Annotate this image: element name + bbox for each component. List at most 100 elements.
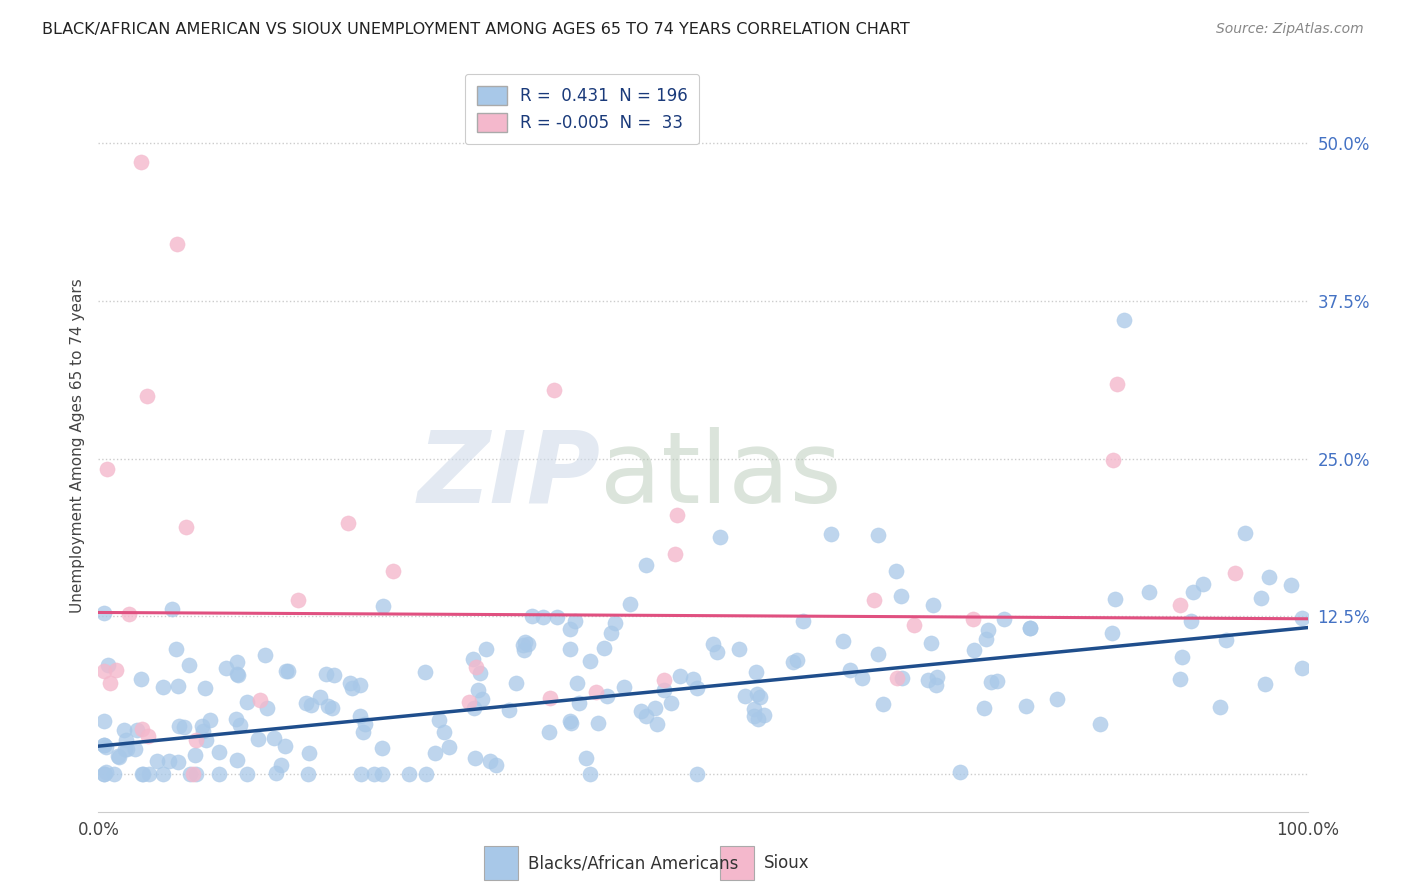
Point [747, 712, 769, 726]
Point [226, 752, 249, 766]
Point [287, 592, 309, 607]
Point [398, 767, 420, 781]
Point [513, 643, 536, 657]
Point [103, 767, 125, 781]
Point [131, 722, 153, 736]
Point [115, 742, 138, 756]
Point [949, 765, 972, 780]
Point [1107, 376, 1129, 391]
Point [131, 767, 153, 781]
Point [962, 612, 984, 626]
Point [485, 758, 508, 772]
Point [734, 689, 756, 703]
Point [131, 767, 153, 781]
Legend: R =  0.431  N = 196, R = -0.005  N =  33: R = 0.431 N = 196, R = -0.005 N = 33 [465, 74, 699, 145]
Point [560, 622, 582, 636]
Point [96, 462, 118, 476]
Point [321, 700, 343, 714]
Point [654, 682, 676, 697]
Point [652, 673, 675, 688]
Point [588, 715, 610, 730]
Point [93, 767, 115, 781]
Point [427, 713, 450, 727]
Point [342, 681, 364, 695]
Point [165, 642, 187, 657]
Point [160, 602, 183, 616]
Point [1171, 649, 1194, 664]
Point [1250, 591, 1272, 606]
Point [309, 690, 332, 704]
Point [249, 693, 271, 707]
Point [136, 729, 159, 743]
Point [546, 610, 568, 624]
Point [413, 665, 436, 680]
Point [512, 638, 534, 652]
Point [742, 708, 765, 723]
Point [659, 696, 682, 710]
Point [558, 641, 581, 656]
Point [433, 725, 456, 739]
Point [538, 690, 561, 705]
Point [748, 690, 770, 704]
Point [208, 745, 231, 759]
Point [94, 740, 117, 755]
Point [831, 633, 853, 648]
Point [299, 698, 322, 712]
Point [98, 676, 121, 690]
Point [339, 675, 361, 690]
Point [1018, 621, 1040, 635]
Point [927, 670, 949, 684]
Point [884, 564, 907, 578]
Point [925, 678, 948, 692]
Point [437, 740, 460, 755]
Point [152, 767, 174, 781]
Point [520, 608, 543, 623]
Point [184, 733, 207, 747]
Point [565, 675, 588, 690]
Point [464, 660, 486, 674]
Point [593, 640, 616, 655]
Point [820, 527, 842, 541]
Point [93, 606, 115, 620]
Point [866, 647, 889, 661]
Point [471, 691, 494, 706]
Point [138, 767, 160, 781]
Point [851, 671, 873, 685]
Point [634, 558, 657, 572]
Point [298, 747, 321, 761]
Point [336, 516, 359, 531]
Point [1168, 599, 1191, 613]
Point [1046, 692, 1069, 706]
Text: BLACK/AFRICAN AMERICAN VS SIOUX UNEMPLOYMENT AMONG AGES 65 TO 74 YEARS CORRELATI: BLACK/AFRICAN AMERICAN VS SIOUX UNEMPLOY… [42, 22, 910, 37]
Point [890, 671, 912, 685]
Point [114, 742, 136, 756]
Point [124, 741, 146, 756]
Point [1102, 453, 1125, 467]
Point [254, 648, 277, 662]
Point [479, 754, 502, 768]
Point [186, 767, 208, 781]
Point [352, 725, 374, 739]
Point [129, 155, 152, 169]
Point [194, 732, 217, 747]
Point [263, 731, 285, 745]
Point [754, 707, 776, 722]
FancyBboxPatch shape [720, 846, 754, 880]
Y-axis label: Unemployment Among Ages 65 to 74 years: Unemployment Among Ages 65 to 74 years [69, 278, 84, 614]
Point [872, 697, 894, 711]
Point [1018, 621, 1040, 635]
Point [686, 767, 709, 781]
Point [191, 719, 214, 733]
Point [1137, 585, 1160, 599]
Point [786, 652, 808, 666]
Point [349, 708, 371, 723]
Point [903, 617, 925, 632]
Point [585, 685, 607, 699]
Point [226, 667, 249, 681]
Point [179, 658, 201, 673]
Point [1182, 584, 1205, 599]
Point [596, 689, 619, 703]
Point [668, 669, 690, 683]
Point [560, 716, 582, 731]
Point [543, 384, 565, 398]
